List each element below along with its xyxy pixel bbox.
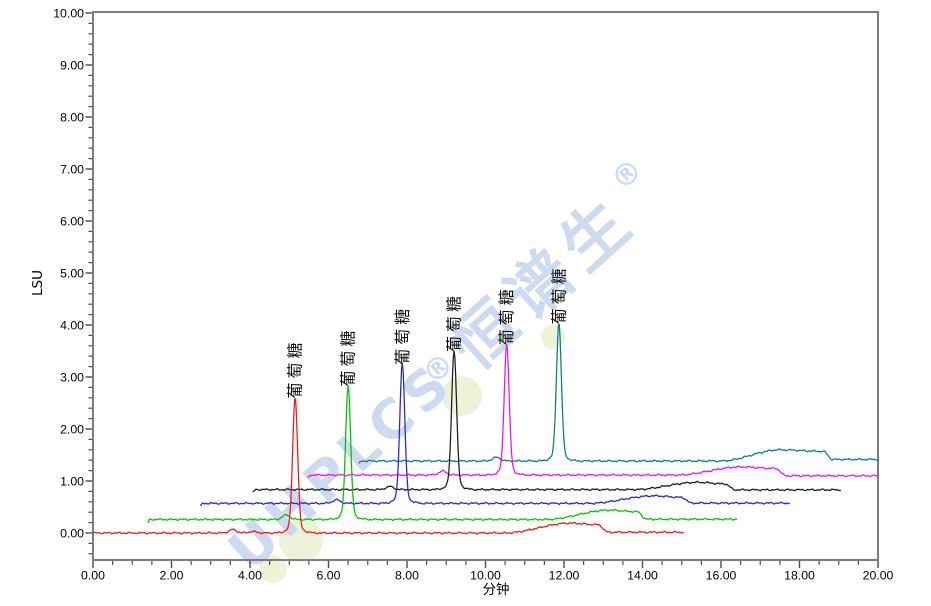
peak-labels: 葡萄糖 葡萄糖 葡萄糖 葡萄糖 葡萄糖 葡萄糖	[286, 264, 569, 398]
x-tick-label: 8.00	[395, 569, 419, 583]
x-tick-label: 18.00	[784, 569, 815, 583]
y-tick-label: 9.00	[60, 58, 84, 72]
x-tick-label: 12.00	[549, 569, 580, 583]
y-tick-label: 1.00	[60, 474, 84, 488]
trace-run4	[252, 350, 841, 493]
trace-run6	[358, 323, 879, 464]
x-tick-label: 0.00	[81, 569, 105, 583]
y-tick-label: 4.00	[60, 318, 84, 332]
watermark: UHPLCS®恒谱生®	[216, 152, 651, 583]
y-tick-label: 10.00	[53, 6, 84, 20]
y-tick-label: 2.00	[60, 422, 84, 436]
watermark-accent-blob	[279, 518, 323, 562]
x-tick-label: 2.00	[160, 569, 184, 583]
x-tick-label: 4.00	[238, 569, 262, 583]
trace-run1	[92, 398, 684, 535]
watermark-accent-blob	[541, 325, 565, 349]
x-tick-label: 16.00	[706, 569, 737, 583]
y-tick-label: 0.00	[60, 526, 84, 540]
peak-label-run2: 葡萄糖	[339, 327, 358, 387]
y-tick-label: 7.00	[60, 162, 84, 176]
watermark-registered-icon: ®	[604, 152, 650, 198]
trace-run5	[307, 344, 879, 479]
peak-label-run6: 葡萄糖	[549, 264, 568, 324]
x-axis-title: 分钟	[483, 581, 510, 598]
peak-label-run1: 葡萄糖	[286, 339, 305, 399]
traces	[92, 323, 879, 535]
x-tick-label: 20.00	[863, 569, 894, 583]
plot-border	[92, 11, 879, 561]
trace-run3	[199, 362, 790, 507]
y-tick-label: 5.00	[60, 266, 84, 280]
watermark-accent-blob	[259, 555, 287, 583]
peak-label-run4: 葡萄糖	[445, 292, 464, 352]
y-tick-label: 8.00	[60, 110, 84, 124]
y-axis: 0.00 1.00 2.00 3.00 4.00 5.00 6.00 7.00 8.00 9.00…	[53, 6, 93, 555]
trace-run2	[147, 385, 738, 524]
x-tick-label: 10.00	[470, 569, 501, 583]
y-axis-title: LSU	[30, 270, 46, 296]
y-tick-label: 3.00	[60, 370, 84, 384]
y-tick-label: 6.00	[60, 214, 84, 228]
peak-label-run3: 葡萄糖	[393, 305, 412, 365]
watermark-text-group: UHPLCS®恒谱生®	[216, 152, 651, 583]
peak-label-run5: 葡萄糖	[497, 285, 516, 345]
watermark-cjk: 恒谱生	[437, 181, 651, 385]
x-tick-label: 6.00	[317, 569, 341, 583]
x-tick-label: 14.00	[627, 569, 658, 583]
x-axis: 0.00 2.00 4.00 6.00 8.00 10.00 12.00 14.00 16.00…	[81, 560, 894, 583]
